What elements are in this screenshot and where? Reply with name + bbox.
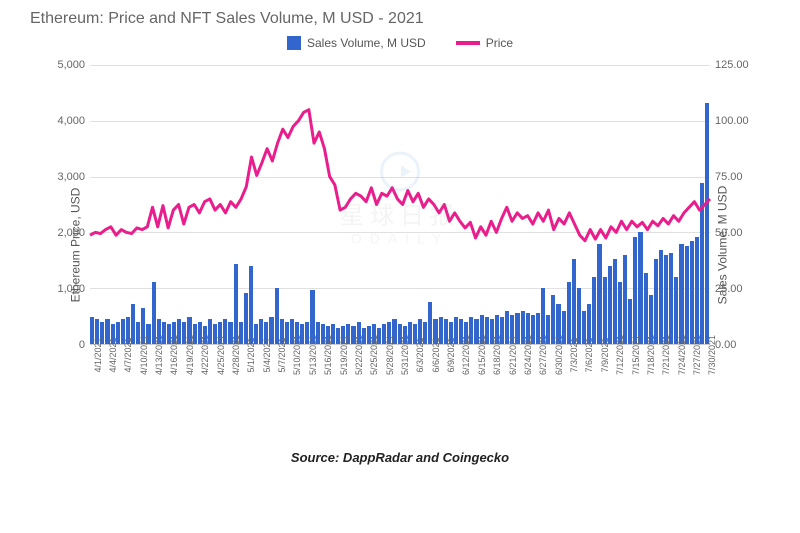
- y1-tick: 1,000: [30, 283, 85, 295]
- x-tick: 5/10/2021: [292, 335, 302, 375]
- legend-item-volume: Sales Volume, M USD: [287, 36, 426, 50]
- plot-area: 星球日报 ODAILY: [90, 65, 710, 345]
- x-tick: 4/7/2021: [123, 337, 133, 372]
- x-tick: 4/13/2021: [154, 335, 164, 375]
- y2-tick: 25.00: [715, 283, 770, 295]
- y2-ticks: 0.0025.0050.0075.00100.00125.00: [715, 65, 770, 345]
- y2-tick: 100.00: [715, 115, 770, 127]
- x-tick: 6/12/2021: [461, 335, 471, 375]
- chart-area: Ethereum Price, USD Sales Volume, M USD …: [30, 55, 770, 435]
- y1-tick: 0: [30, 339, 85, 351]
- legend-label-bar: Sales Volume, M USD: [307, 36, 426, 50]
- price-line: [90, 65, 710, 344]
- x-tick: 6/6/2021: [431, 337, 441, 372]
- x-tick: 4/25/2021: [216, 335, 226, 375]
- legend-swatch-line: [456, 41, 480, 45]
- y1-tick: 2,000: [30, 227, 85, 239]
- legend: Sales Volume, M USD Price: [20, 36, 780, 50]
- legend-item-price: Price: [456, 36, 513, 50]
- x-tick: 5/16/2021: [323, 335, 333, 375]
- legend-swatch-bar: [287, 36, 301, 50]
- x-tick: 4/22/2021: [200, 335, 210, 375]
- x-tick: 6/27/2021: [538, 335, 548, 375]
- x-tick: 5/19/2021: [339, 335, 349, 375]
- x-tick: 7/27/2021: [692, 335, 702, 375]
- x-tick: 5/4/2021: [262, 337, 272, 372]
- x-tick: 6/18/2021: [492, 335, 502, 375]
- x-tick: 6/15/2021: [477, 335, 487, 375]
- y1-ticks: 01,0002,0003,0004,0005,000: [30, 65, 85, 345]
- x-tick: 4/10/2021: [139, 335, 149, 375]
- x-tick: 5/1/2021: [246, 337, 256, 372]
- y2-tick: 75.00: [715, 171, 770, 183]
- x-tick: 7/15/2021: [631, 335, 641, 375]
- x-tick: 5/25/2021: [369, 335, 379, 375]
- source-text: Source: DappRadar and Coingecko: [20, 450, 780, 465]
- y1-tick: 3,000: [30, 171, 85, 183]
- x-tick: 4/4/2021: [108, 337, 118, 372]
- x-tick: 7/24/2021: [677, 335, 687, 375]
- x-tick: 7/9/2021: [600, 337, 610, 372]
- x-tick: 5/7/2021: [277, 337, 287, 372]
- y1-tick: 4,000: [30, 115, 85, 127]
- x-tick: 6/21/2021: [508, 335, 518, 375]
- x-tick: 7/12/2021: [615, 335, 625, 375]
- legend-label-line: Price: [486, 36, 513, 50]
- x-tick: 7/6/2021: [584, 337, 594, 372]
- x-ticks: 4/1/20214/4/20214/7/20214/10/20214/13/20…: [90, 350, 710, 435]
- x-tick: 7/3/2021: [569, 337, 579, 372]
- y1-tick: 5,000: [30, 59, 85, 71]
- x-tick: 5/28/2021: [385, 335, 395, 375]
- x-tick: 6/30/2021: [554, 335, 564, 375]
- y2-tick: 50.00: [715, 227, 770, 239]
- x-tick: 4/19/2021: [185, 335, 195, 375]
- x-tick: 6/24/2021: [523, 335, 533, 375]
- x-tick: 6/9/2021: [446, 337, 456, 372]
- x-tick: 6/3/2021: [415, 337, 425, 372]
- x-tick: 7/21/2021: [661, 335, 671, 375]
- y2-tick: 125.00: [715, 59, 770, 71]
- x-tick: 5/31/2021: [400, 335, 410, 375]
- x-tick: 7/18/2021: [646, 335, 656, 375]
- x-tick: 4/16/2021: [169, 335, 179, 375]
- x-tick: 5/13/2021: [308, 335, 318, 375]
- x-tick: 7/30/2021: [707, 335, 717, 375]
- y2-tick: 0.00: [715, 339, 770, 351]
- price-polyline: [90, 110, 710, 241]
- chart-container: Ethereum: Price and NFT Sales Volume, M …: [0, 0, 800, 533]
- chart-title: Ethereum: Price and NFT Sales Volume, M …: [30, 10, 780, 28]
- x-tick: 4/28/2021: [231, 335, 241, 375]
- x-tick: 5/22/2021: [354, 335, 364, 375]
- x-tick: 4/1/2021: [93, 337, 103, 372]
